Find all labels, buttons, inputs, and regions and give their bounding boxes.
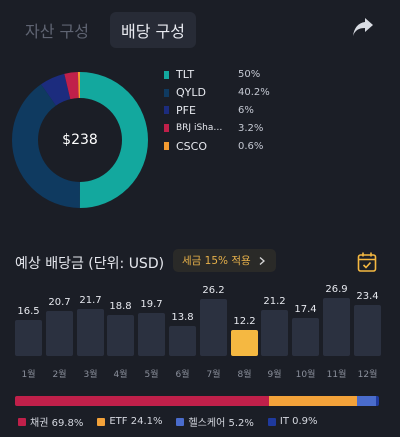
donut-slice-4 [12, 72, 148, 208]
legend-name: CSCO [176, 139, 208, 153]
bar-4월[interactable] [107, 315, 134, 356]
bar-value-label: 21.7 [79, 295, 102, 306]
chevron-right-icon [259, 256, 265, 265]
share-icon[interactable] [351, 16, 375, 38]
sector-label: 채권 69.8% [30, 418, 84, 429]
month-tick-label: 1월 [21, 370, 36, 380]
month-tick-label: 10월 [295, 370, 316, 380]
dividend-donut-chart [12, 72, 148, 208]
legend-swatch [164, 88, 169, 97]
legend-swatch [164, 106, 169, 115]
legend-name: PFE [176, 103, 196, 117]
sector-legend: 채권 69.8% ETF 24.1% 헬스케어 5.2% IT 0.9% [18, 414, 332, 429]
sector-swatch [18, 417, 26, 426]
sector-swatch [267, 417, 276, 426]
legend-item: PFE 6% [164, 102, 270, 120]
sector-legend-item: IT 0.9% [267, 416, 318, 427]
bar-10월[interactable] [292, 318, 319, 356]
month-tick-label: 9월 [267, 370, 282, 380]
legend-percent: 40.2% [238, 87, 270, 99]
bar-2월[interactable] [46, 311, 73, 356]
sector-segment-0 [15, 396, 270, 406]
bar-5월[interactable] [138, 313, 165, 356]
bar-12월[interactable] [354, 305, 381, 356]
bar-3월[interactable] [77, 309, 104, 356]
calendar-icon[interactable] [357, 251, 377, 273]
legend-item: QYLD 40.2% [164, 84, 270, 102]
legend-percent: 50% [238, 69, 261, 81]
month-tick-label: 11월 [326, 370, 347, 380]
tax-applied-button[interactable]: 세금 15% 적용 [173, 249, 276, 272]
month-tick-label: 8월 [237, 370, 252, 380]
legend-name: BRJ iSha… [176, 123, 223, 134]
bar-value-label: 16.5 [17, 306, 40, 317]
bar-value-label: 20.7 [48, 297, 71, 308]
sector-legend-item: 헬스케어 5.2% [176, 414, 254, 429]
legend-swatch [164, 142, 169, 151]
sector-segment-3 [375, 396, 379, 406]
sector-label: ETF 24.1% [109, 416, 163, 427]
sector-segment-2 [356, 396, 376, 406]
bar-7월[interactable] [200, 299, 227, 356]
legend-name: TLT [176, 68, 195, 82]
tab-asset-composition[interactable]: 자산 구성 [25, 22, 89, 41]
month-tick-label: 3월 [83, 370, 98, 380]
tax-badge-label: 세금 15% 적용 [182, 255, 251, 267]
bar-11월[interactable] [323, 298, 350, 356]
legend-swatch [164, 70, 169, 79]
bar-value-label: 18.8 [109, 301, 132, 312]
legend-percent: 3.2% [238, 122, 264, 134]
bar-value-label: 13.8 [171, 312, 194, 323]
donut-slice-1 [12, 72, 148, 208]
sector-segment-1 [269, 396, 357, 406]
legend-item: CSCO 0.6% [164, 137, 270, 155]
bar-value-label: 19.7 [140, 299, 163, 310]
month-tick-label: 12월 [357, 370, 378, 380]
legend-percent: 0.6% [238, 140, 264, 152]
month-tick-label: 4월 [113, 370, 128, 380]
bar-9월[interactable] [261, 310, 288, 356]
legend-item: TLT 50% [164, 66, 270, 84]
monthly-dividend-bar-chart: 16.5 1월 20.7 2월 21.7 3월 18.8 4월 19.7 5월 13.8 6월 26.2… [0, 282, 400, 382]
sector-legend-item: ETF 24.1% [97, 416, 162, 427]
sector-legend-item: 채권 69.8% [18, 414, 83, 429]
holdings-legend: TLT 50% QYLD 40.2% PFE 6% BRJ iSha… 3.2% CSCO 0.6… [164, 66, 270, 155]
tab-dividend-composition[interactable]: 배당 구성 [109, 12, 196, 48]
month-tick-label: 6월 [175, 370, 190, 380]
sector-swatch [97, 417, 106, 426]
legend-name: QYLD [176, 86, 206, 100]
month-tick-label: 5월 [144, 370, 159, 380]
sector-stacked-bar [15, 396, 379, 406]
legend-item: BRJ iSha… 3.2% [164, 119, 270, 137]
bar-value-label: 23.4 [356, 291, 379, 302]
bar-value-label: 21.2 [263, 296, 286, 307]
bar-6월[interactable] [169, 326, 196, 356]
bar-value-label: 26.9 [325, 284, 348, 295]
donut-total-amount: $238 [62, 132, 98, 148]
portfolio-tabs: 자산 구성 배당 구성 [14, 12, 196, 48]
month-tick-label: 2월 [52, 370, 67, 380]
dividend-chart-title: 예상 배당금 (단위: USD) [15, 256, 165, 272]
bar-value-label: 26.2 [202, 285, 225, 296]
month-tick-label: 7월 [206, 370, 221, 380]
bar-1월[interactable] [15, 320, 42, 356]
sector-label: 헬스케어 5.2% [188, 418, 254, 429]
bar-8월[interactable] [231, 330, 258, 356]
sector-swatch [176, 417, 185, 426]
bar-value-label: 17.4 [294, 304, 317, 315]
legend-percent: 6% [238, 104, 254, 116]
sector-label: IT 0.9% [279, 416, 318, 427]
legend-swatch [164, 124, 169, 133]
bar-value-label: 12.2 [233, 316, 256, 327]
